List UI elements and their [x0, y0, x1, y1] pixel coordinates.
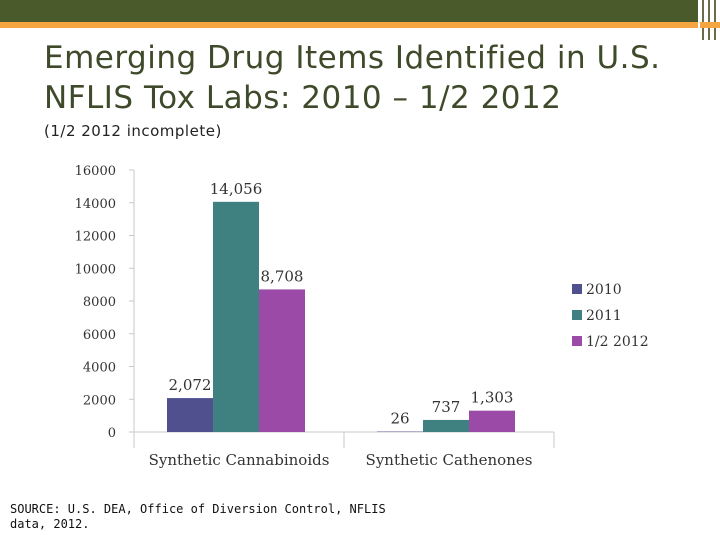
data-label: 26 — [390, 410, 409, 428]
y-tick-label: 14000 — [75, 197, 116, 212]
legend-label: 2010 — [586, 282, 622, 298]
y-tick-label: 10000 — [75, 262, 116, 277]
data-label: 2,072 — [169, 376, 212, 394]
bar — [167, 398, 213, 432]
bar — [469, 410, 515, 432]
category-label: Synthetic Cathenones — [366, 451, 533, 469]
legend-swatch — [572, 284, 582, 294]
data-label: 1,303 — [471, 389, 514, 407]
header-band — [0, 0, 698, 22]
data-label: 14,056 — [210, 180, 263, 198]
category-label: Synthetic Cannabinoids — [149, 451, 330, 469]
y-tick-label: 4000 — [83, 361, 116, 376]
data-label: 8,708 — [261, 267, 304, 285]
corner-accent — [700, 22, 720, 28]
slide-title: Emerging Drug Items Identified in U.S. N… — [44, 40, 661, 116]
y-tick-label: 16000 — [75, 164, 116, 179]
legend-label: 1/2 2012 — [586, 334, 649, 350]
y-tick-label: 12000 — [75, 230, 116, 245]
legend-swatch — [572, 310, 582, 320]
corner-decoration — [698, 0, 720, 40]
slide-subtitle: (1/2 2012 incomplete) — [44, 122, 222, 140]
y-tick-label: 6000 — [83, 328, 116, 343]
header-accent-stripe — [0, 22, 698, 28]
y-tick-label: 2000 — [83, 393, 116, 408]
bar — [259, 289, 305, 432]
y-tick-label: 8000 — [83, 295, 116, 310]
legend-label: 2011 — [586, 308, 622, 324]
bar — [213, 201, 259, 432]
legend-swatch — [572, 336, 582, 346]
source-note: SOURCE: U.S. DEA, Office of Diversion Co… — [10, 502, 386, 531]
data-label: 737 — [432, 398, 461, 416]
bar — [423, 419, 469, 432]
y-tick-label: 0 — [108, 426, 116, 441]
